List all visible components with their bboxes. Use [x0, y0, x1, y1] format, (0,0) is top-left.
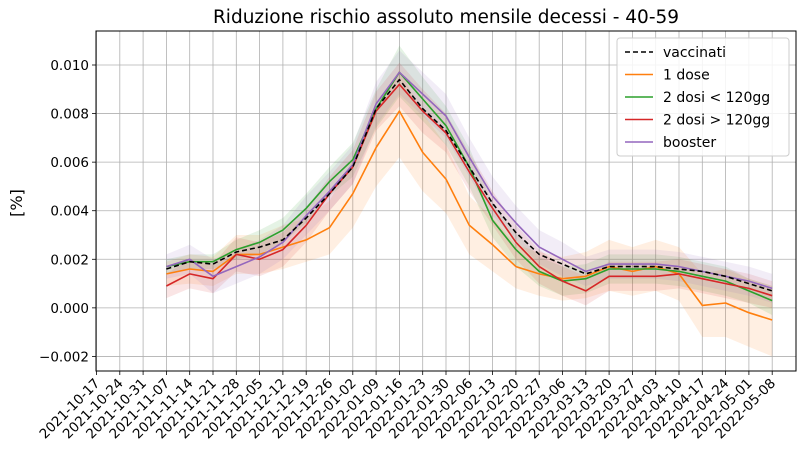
y-tick-label: 0.006 [50, 155, 89, 171]
legend-label: booster [663, 135, 716, 151]
band-booster [166, 50, 773, 304]
y-tick-label: 0.004 [50, 204, 89, 220]
band-2-dosi-120gg [166, 45, 773, 316]
confidence-bands [166, 45, 773, 357]
y-tick-label: 0.010 [50, 58, 89, 74]
line-2-dosi-120gg [166, 83, 773, 297]
line-vaccinati [166, 78, 773, 292]
y-axis-ticks: −0.002 0.000 0.002 0.004 0.006 0.008 0.010 [39, 58, 96, 365]
band-1-dose [166, 69, 773, 357]
series-lines [166, 71, 773, 321]
grid [96, 31, 796, 371]
chart-title: Riduzione rischio assoluto mensile deces… [213, 7, 679, 28]
x-axis-ticks: 2021-10-172021-10-242021-10-312021-11-07… [37, 371, 779, 442]
legend-label: vaccinati [663, 45, 726, 61]
y-tick-label: 0.002 [50, 252, 89, 268]
y-tick-label: 0.000 [50, 301, 89, 317]
legend-label: 1 dose [663, 68, 710, 84]
y-axis-label: [%] [7, 189, 26, 217]
y-tick-label: −0.002 [39, 349, 89, 365]
legend-label: 2 dosi < 120gg [663, 90, 770, 106]
legend-label: 2 dosi > 120gg [663, 113, 770, 129]
line-booster [166, 71, 773, 290]
legend: vaccinati 1 dose 2 dosi < 120gg 2 dosi > 12… [616, 37, 790, 157]
band-2-dosi-120gg [166, 62, 773, 308]
legend-box [616, 37, 790, 157]
y-tick-label: 0.008 [50, 107, 89, 123]
